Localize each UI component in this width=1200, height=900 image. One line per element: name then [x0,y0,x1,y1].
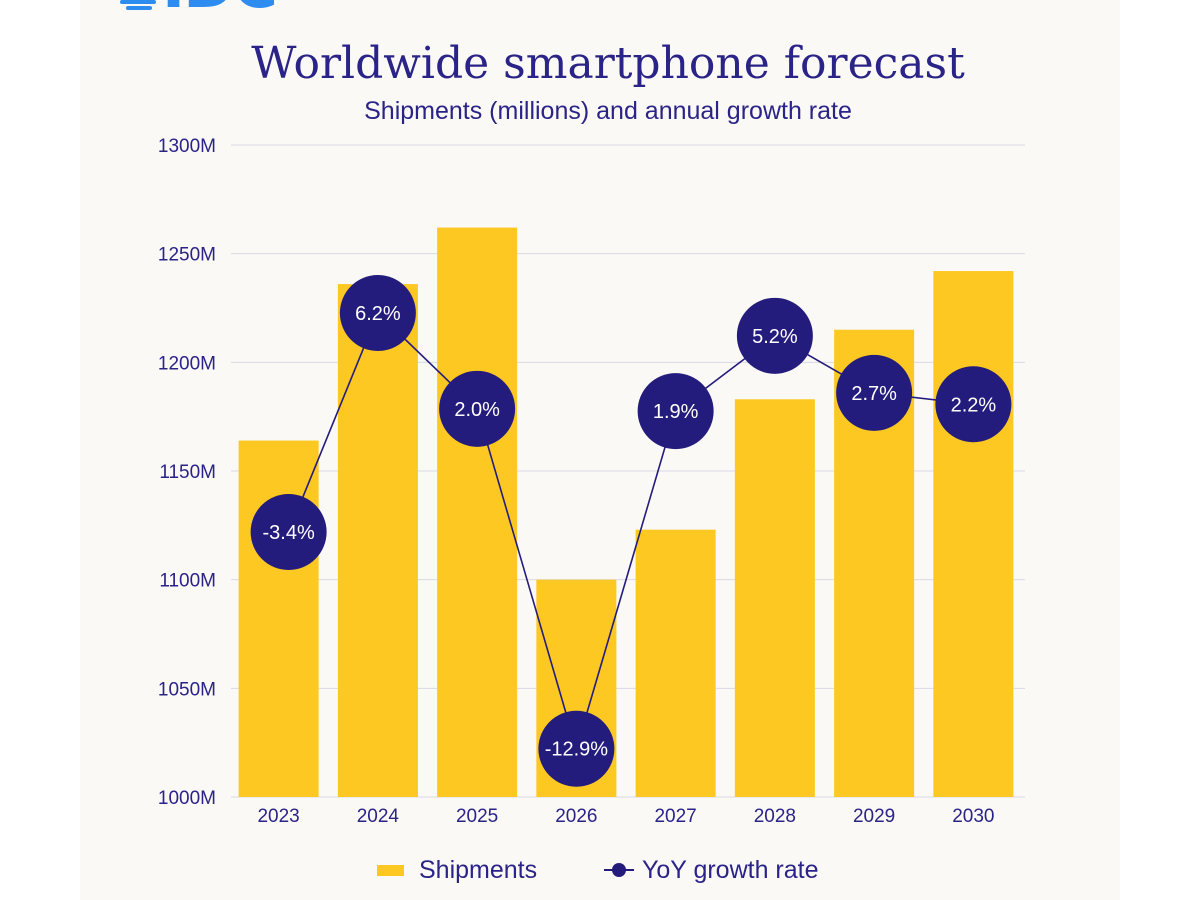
bar-2024 [337,284,418,797]
growth-point-2026 [538,710,615,787]
x-tick-label-2029: 2029 [853,806,895,827]
growth-label-2025: 2.0% [454,399,500,421]
bar-2028 [734,399,815,797]
growth-point-2028 [736,297,813,374]
legend: Shipments YoY growth rate [377,856,819,884]
bar-2030 [933,271,1014,797]
shipment-bars [238,227,1014,797]
x-tick-label-2025: 2025 [456,806,498,827]
growth-label-2029: 2.7% [851,383,897,405]
growth-point-2023 [250,494,327,570]
y-tick-label-1050: 1050M [158,679,216,700]
growth-point-2025 [439,370,516,447]
bar-2027 [635,529,716,797]
x-tick-label-2030: 2030 [952,806,994,827]
growth-label-2023: -3.4% [263,522,315,544]
bar-2023 [238,440,319,797]
growth-label-2024: 6.2% [355,303,401,325]
growth-points: -3.4% 6.2% 2.0% -12.9% 1.9% 5.2% 2.7% 2.2% [250,275,1012,787]
x-tick-label-2027: 2027 [654,806,696,827]
chart-title: Worldwide smartphone forecast [251,38,965,89]
growth-point-2029 [836,354,913,431]
legend-label-shipments: Shipments [419,856,537,884]
legend-swatch-shipments [377,865,404,876]
legend-swatch-growth-dot [612,863,626,877]
x-tick-label-2026: 2026 [555,806,597,827]
x-tick-label-2028: 2028 [754,806,796,827]
growth-point-2024 [339,275,416,351]
growth-point-2027 [637,373,714,450]
y-axis-ticks: 1000M 1050M 1100M 1150M 1200M 1250M 1300M [158,136,216,809]
y-tick-label-1300: 1300M [158,136,216,157]
y-tick-label-1200: 1200M [158,353,216,374]
x-tick-label-2024: 2024 [357,806,400,827]
x-axis-ticks: 2023 2024 2025 2026 2027 2028 2029 2030 [257,806,994,827]
y-tick-label-1100: 1100M [159,571,216,592]
growth-label-2028: 5.2% [752,326,798,348]
legend-label-growth: YoY growth rate [642,856,819,884]
y-tick-label-1250: 1250M [158,245,216,266]
growth-label-2027: 1.9% [653,401,699,423]
growth-label-2030: 2.2% [951,394,997,416]
chart-subtitle: Shipments (millions) and annual growth r… [364,97,852,125]
growth-point-2030 [935,366,1012,443]
bar-2025 [437,227,518,797]
x-tick-label-2023: 2023 [257,806,299,827]
y-tick-label-1000: 1000M [158,788,216,809]
growth-label-2026: -12.9% [545,739,609,761]
y-tick-label-1150: 1150M [159,462,216,483]
